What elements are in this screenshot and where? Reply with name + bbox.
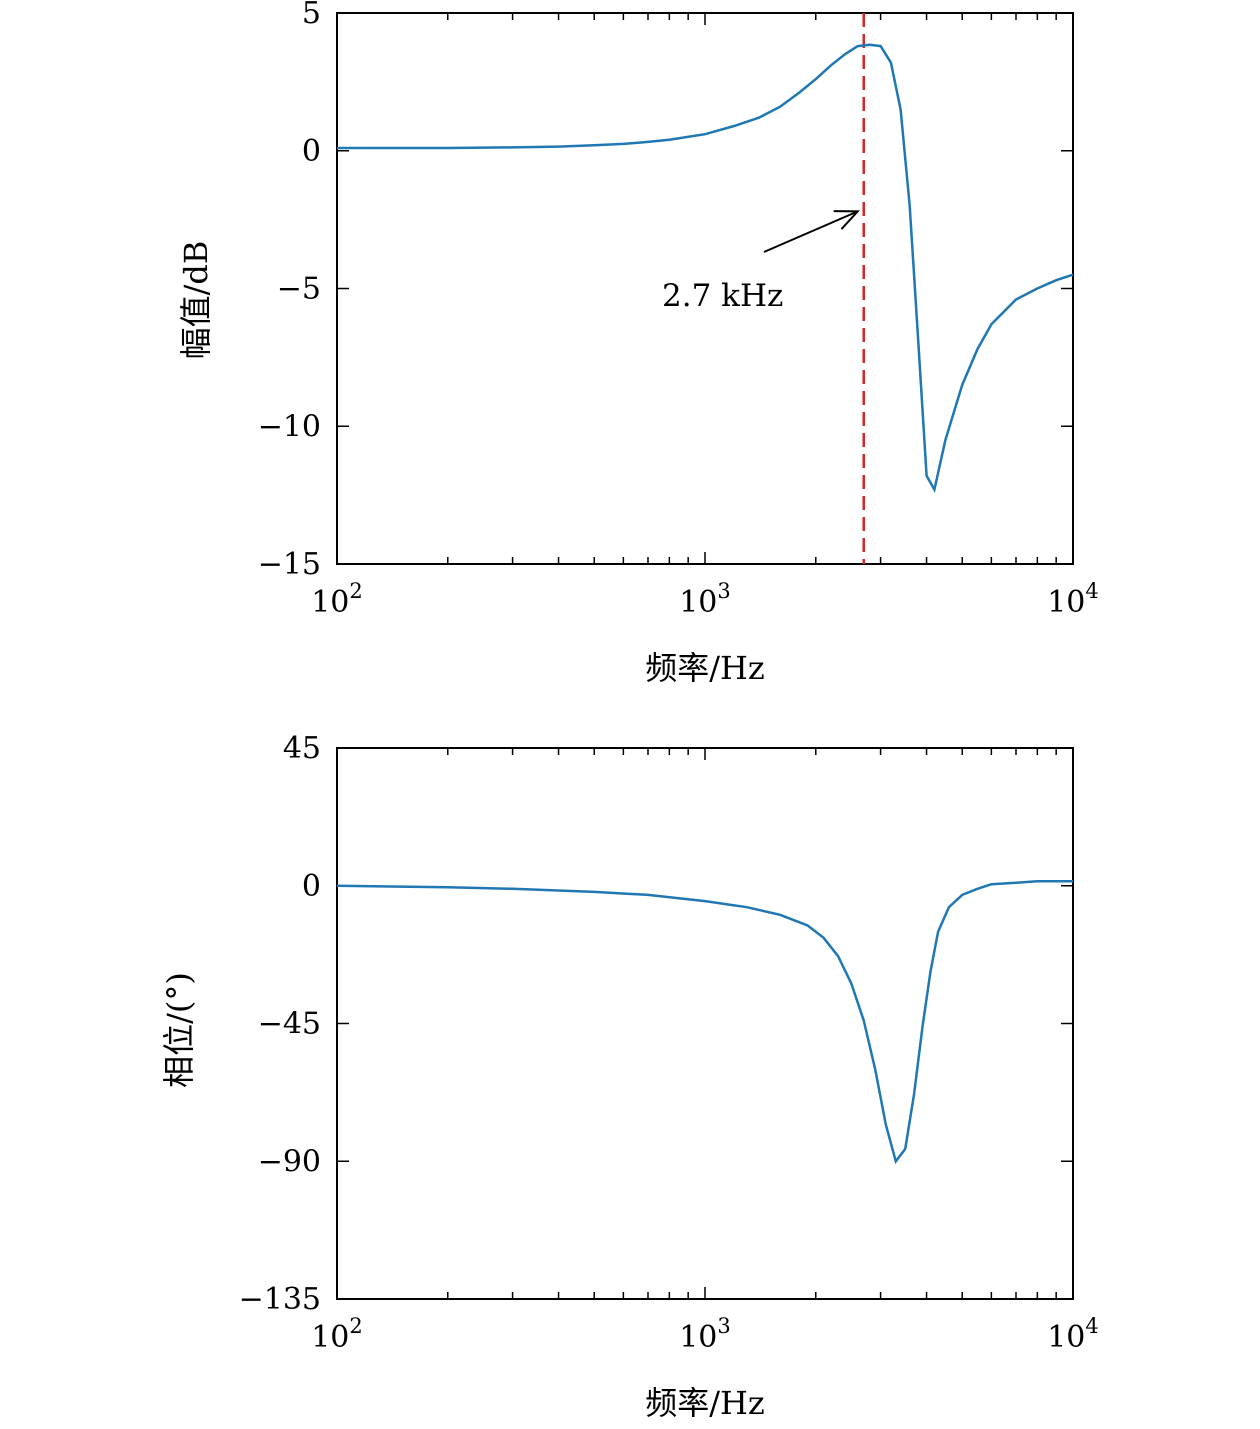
y-tick-label: 0	[302, 869, 321, 904]
phase-y-axis-title: 相位/(°)	[160, 972, 198, 1088]
y-tick-label: −5	[277, 272, 321, 307]
annotation-arrow-head	[833, 210, 860, 230]
y-tick-label: −90	[258, 1144, 321, 1179]
magnitude-panel: 102 103 104 5 0 −5 −10 −15 2.7 kHz 频率/Hz 幅值/dB	[177, 0, 1099, 687]
y-tick-label: −135	[239, 1282, 321, 1317]
y-tick-label: −15	[258, 547, 321, 582]
phase-series-line	[336, 879, 1073, 1165]
resonance-annotation: 2.7 kHz	[662, 210, 860, 314]
y-tick-label: 5	[302, 0, 321, 31]
annotation-arrow-shaft	[763, 210, 859, 253]
x-tick-label: 103	[679, 1314, 731, 1355]
magnitude-tick-labels: 102 103 104 5 0 −5 −10 −15	[258, 0, 1099, 620]
y-tick-label: 0	[302, 134, 321, 169]
y-tick-label: −45	[258, 1007, 321, 1042]
magnitude-x-axis-title: 频率/Hz	[645, 649, 765, 687]
x-tick-label: 104	[1047, 1314, 1099, 1355]
y-tick-label: −10	[258, 409, 321, 444]
x-tick-label: 102	[311, 579, 363, 620]
magnitude-ticks	[336, 12, 1073, 565]
x-tick-label: 104	[1047, 579, 1099, 620]
phase-x-axis-title: 频率/Hz	[645, 1384, 765, 1422]
phase-panel: 102 103 104 45 0 −45 −90 −135 频率/Hz 相位/(°)	[160, 731, 1099, 1422]
magnitude-y-axis-title: 幅值/dB	[177, 241, 215, 360]
x-tick-label: 102	[311, 1314, 363, 1355]
phase-ticks	[336, 747, 1073, 1300]
magnitude-series-line	[337, 43, 1074, 494]
phase-plot-frame	[336, 747, 1074, 1300]
phase-tick-labels: 102 103 104 45 0 −45 −90 −135	[239, 731, 1099, 1355]
annotation-label: 2.7 kHz	[662, 278, 783, 314]
y-tick-label: 45	[283, 731, 321, 766]
x-tick-label: 103	[679, 579, 731, 620]
